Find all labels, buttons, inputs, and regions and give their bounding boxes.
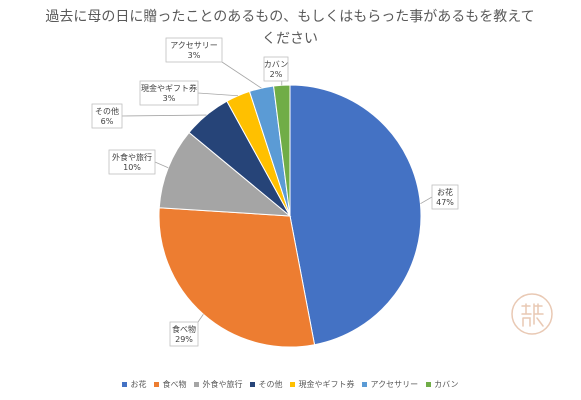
leader-line: [420, 196, 433, 205]
chart-title: 過去に母の日に贈ったことのあるもの、もしくはもらった事があるもを教えてください: [45, 9, 535, 47]
legend-swatch: [426, 382, 432, 387]
data-label-value: 6%: [101, 117, 114, 126]
legend-swatch: [154, 382, 160, 387]
legend-label: アクセサリー: [370, 380, 419, 389]
data-label-value: 3%: [188, 51, 201, 60]
legend-label: 現金やギフト券: [298, 380, 355, 389]
data-label-category: アクセサリー: [170, 41, 218, 50]
data-label-value: 2%: [270, 70, 283, 79]
legend-item: お花: [122, 380, 146, 390]
data-label-value: 29%: [175, 335, 193, 344]
data-label-box: [169, 321, 199, 347]
pie-slice: [289, 84, 422, 346]
legend-label: その他: [258, 380, 283, 389]
legend-item: その他: [250, 380, 282, 390]
seal-logo: [511, 293, 553, 335]
data-label-category: カバン: [264, 60, 288, 69]
pie-slice: [158, 131, 292, 217]
data-label-category: 現金やギフト券: [141, 83, 197, 93]
legend-item: 食べ物: [154, 380, 186, 390]
data-label-box: [431, 184, 459, 210]
data-label-box: [91, 103, 123, 129]
leader-line: [221, 61, 262, 89]
legend-swatch: [122, 382, 128, 387]
data-label-category: 食べ物: [172, 324, 196, 334]
legend-swatch: [194, 382, 200, 387]
data-label-box: [139, 80, 199, 106]
data-label-category: お花: [437, 187, 453, 197]
legend: お花 食べ物 外食や旅行 その他 現金やギフト券 アクセサリー カバン: [0, 380, 581, 390]
data-label-box: [263, 56, 289, 82]
legend-item: 外食や旅行: [194, 380, 242, 390]
legend-label: お花: [130, 380, 147, 389]
leader-line: [121, 114, 207, 117]
leader-line: [197, 92, 239, 97]
data-label-box: [108, 149, 156, 175]
legend-swatch: [290, 382, 296, 387]
legend-item: アクセサリー: [362, 380, 418, 390]
legend-label: カバン: [434, 380, 459, 389]
legend-label: 食べ物: [162, 380, 187, 389]
data-label-value: 3%: [163, 94, 176, 103]
legend-item: 現金やギフト券: [290, 380, 354, 390]
leader-line: [197, 314, 204, 323]
leader-line: [154, 161, 169, 169]
data-label-value: 47%: [436, 198, 454, 207]
data-label-category: その他: [95, 106, 119, 116]
legend-swatch: [250, 382, 256, 387]
legend-swatch: [362, 382, 368, 387]
legend-label: 外食や旅行: [202, 380, 243, 389]
legend-item: カバン: [426, 380, 459, 390]
data-label-box: [165, 37, 223, 63]
data-label-value: 10%: [123, 163, 141, 172]
data-label-category: 外食や旅行: [112, 152, 152, 162]
